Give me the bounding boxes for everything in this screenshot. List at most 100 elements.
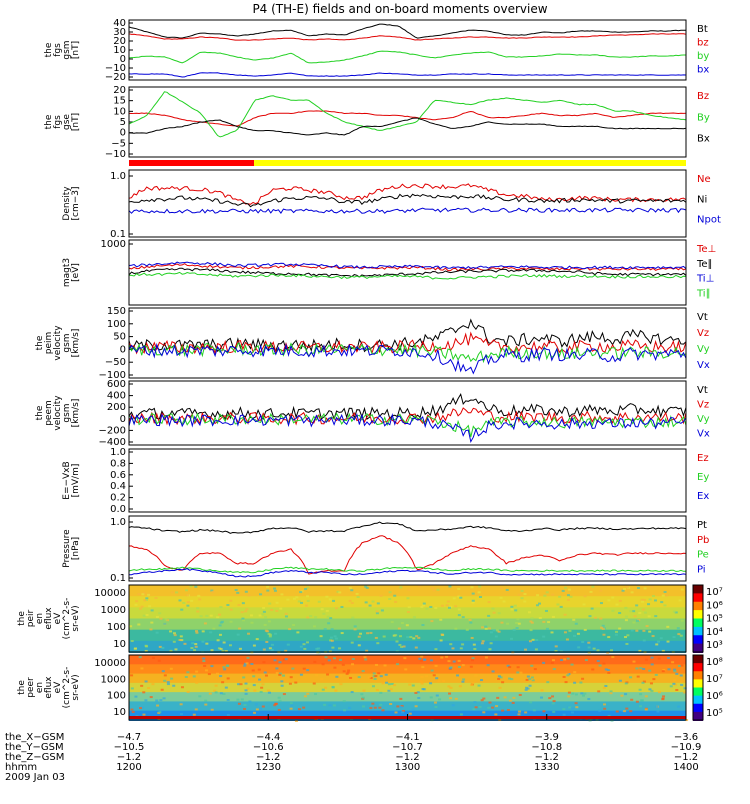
spectrogram-cell (144, 644, 148, 647)
spectrogram-cell (484, 627, 488, 630)
spectrogram-cell (368, 604, 372, 607)
spectrogram-cell (169, 649, 173, 652)
spectrogram-cell (662, 669, 666, 672)
spectrogram-cell (552, 710, 556, 713)
spectrogram-cell (518, 693, 522, 696)
spectrogram-cell (180, 608, 184, 611)
spectrogram-cell (471, 657, 475, 660)
xaxis-value: −10.7 (392, 742, 423, 753)
spectrogram-cell (501, 709, 505, 712)
spectrogram-cell (399, 697, 403, 700)
spectrogram-cell (650, 656, 654, 659)
spectrogram-cell (342, 709, 346, 712)
spectrogram-cell (641, 600, 645, 603)
spectrogram-cell (471, 682, 475, 685)
spectrogram-cell (149, 696, 153, 699)
spectrogram-cell (457, 587, 461, 590)
spectrogram-cell (648, 598, 652, 601)
spectrogram-cell (677, 705, 681, 708)
spectrogram-cell (551, 695, 555, 698)
spectrogram-cell (448, 697, 452, 700)
spectrogram-cell (134, 603, 138, 606)
spectrogram-cell (536, 594, 540, 597)
ylabel-line: (cm^2-s- (62, 598, 72, 640)
y-tick-label: −20 (105, 72, 126, 83)
spectrogram-cell (401, 709, 405, 712)
spectrogram-cell (535, 638, 539, 641)
spectrogram-cell (204, 669, 208, 672)
spectrogram-cell (587, 646, 591, 649)
spectrogram-cell (358, 632, 362, 635)
spectrogram-cell (472, 708, 476, 711)
spectrogram-cell (556, 603, 560, 606)
spectrogram-cell (502, 600, 506, 603)
spectrogram-cell (324, 656, 328, 659)
series-line-Ni (128, 193, 687, 208)
spectrogram-cell (229, 620, 233, 623)
spectrogram-cell (548, 697, 552, 700)
spectrogram-cell (596, 659, 600, 662)
spectrogram-cell (540, 689, 544, 692)
spectrogram-cell (218, 624, 222, 627)
spectrogram-cell (304, 588, 308, 591)
spectrogram-cell (408, 712, 412, 715)
spectrogram-cell (147, 593, 151, 596)
spectrogram-cell (598, 709, 602, 712)
spectrogram-cell (679, 634, 683, 637)
spectrogram-cell (439, 639, 443, 642)
spectrogram-cell (529, 701, 533, 704)
spectrogram-cell (661, 649, 665, 652)
spectrogram-cell (207, 673, 211, 676)
spectrogram-cell (273, 659, 277, 662)
xaxis-value: −1.2 (117, 752, 141, 763)
spectrogram-cell (366, 632, 370, 635)
spectrogram-cell (382, 635, 386, 638)
spectrogram-cell (561, 589, 565, 592)
spectrogram-cell (186, 604, 190, 607)
spectrogram-cell (341, 663, 345, 666)
spectrogram-cell (647, 603, 651, 606)
spectrogram-cell (305, 595, 309, 598)
spectrogram-cell (194, 630, 198, 633)
spectrogram-cell (129, 625, 133, 628)
spectrogram-cell (357, 644, 361, 647)
ylabel-line: the (35, 405, 45, 420)
spectrogram-cell (139, 707, 143, 710)
spectrogram-cell (547, 621, 551, 624)
spectrogram-cell (560, 659, 564, 662)
spectrogram-cell (651, 595, 655, 598)
spectrogram-cell (173, 634, 177, 637)
spectrogram-cell (505, 588, 509, 591)
spectrogram-cell (480, 679, 484, 682)
spectrogram-cell (448, 667, 452, 670)
spectrogram-cell (372, 675, 376, 678)
legend-entry: Ni (697, 194, 707, 205)
series-line-By (128, 91, 687, 138)
spectrogram-cell (436, 588, 440, 591)
spectrogram-cell (323, 628, 327, 631)
legend-entry: Ti∥ (696, 288, 711, 299)
spectrogram-cell (234, 588, 238, 591)
spectrogram-cell (683, 691, 687, 694)
spectrogram-cell (678, 599, 682, 602)
spectrogram-cell (387, 683, 391, 686)
spectrogram-cell (451, 647, 455, 650)
spectrogram-cell (581, 641, 585, 644)
spectrogram-cell (317, 647, 321, 650)
spectrogram-cell (362, 689, 366, 692)
spectrogram-cell (512, 628, 516, 631)
spectrogram-cell (472, 643, 476, 646)
spectrogram-cell (309, 615, 313, 618)
spectrogram-cell (633, 615, 637, 618)
spectrogram-cell (647, 615, 651, 618)
spectrogram-cell (149, 628, 153, 631)
spectrogram-cell (306, 586, 310, 589)
spectrogram-cell (497, 675, 501, 678)
y-tick-label: 150 (107, 306, 126, 317)
spectrogram-cell (340, 632, 344, 635)
spectrogram-cell (329, 636, 333, 639)
spectrogram-cell (644, 695, 648, 698)
spectrogram-cell (491, 706, 495, 709)
colorbar-segment (693, 703, 703, 713)
